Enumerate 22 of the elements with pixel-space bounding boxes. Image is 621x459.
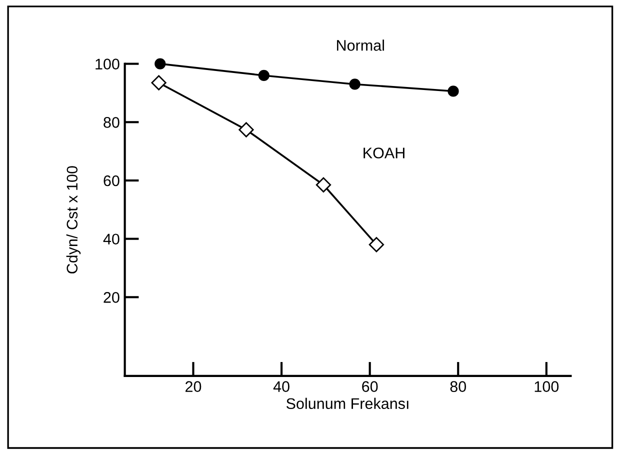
y-tick-label: 80 xyxy=(104,117,120,128)
x-tick-label: 60 xyxy=(362,381,378,392)
point xyxy=(154,58,166,70)
point xyxy=(368,237,384,252)
x-tick-label: 40 xyxy=(273,381,290,392)
x-axis-title: Solunum Frekansı xyxy=(286,398,408,410)
point xyxy=(238,122,254,138)
y-tick-label: 100 xyxy=(96,58,120,70)
x-tick-label: 20 xyxy=(186,381,202,392)
x-tick-label: 80 xyxy=(450,381,466,392)
y-tick-label: 60 xyxy=(104,175,120,186)
point xyxy=(316,177,332,192)
y-tick-label: 20 xyxy=(104,292,120,303)
point xyxy=(258,70,270,82)
point xyxy=(151,75,166,90)
y-axis-title: Cdyn/ Cst x 100 xyxy=(66,166,81,274)
y-tick-label: 40 xyxy=(103,234,120,245)
x-tick-label: 100 xyxy=(534,381,559,392)
text: KOAH xyxy=(364,148,404,158)
point xyxy=(349,78,360,90)
text: Normal xyxy=(337,40,384,51)
point xyxy=(448,86,459,97)
